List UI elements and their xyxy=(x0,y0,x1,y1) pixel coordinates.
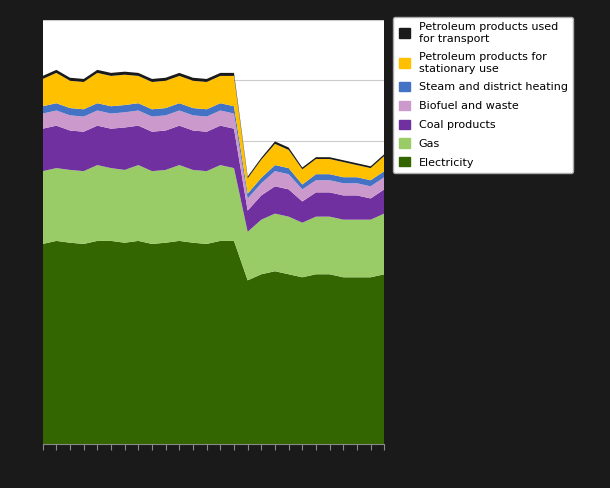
Legend: Petroleum products used
for transport, Petroleum products for
stationary use, St: Petroleum products used for transport, P… xyxy=(393,17,573,173)
